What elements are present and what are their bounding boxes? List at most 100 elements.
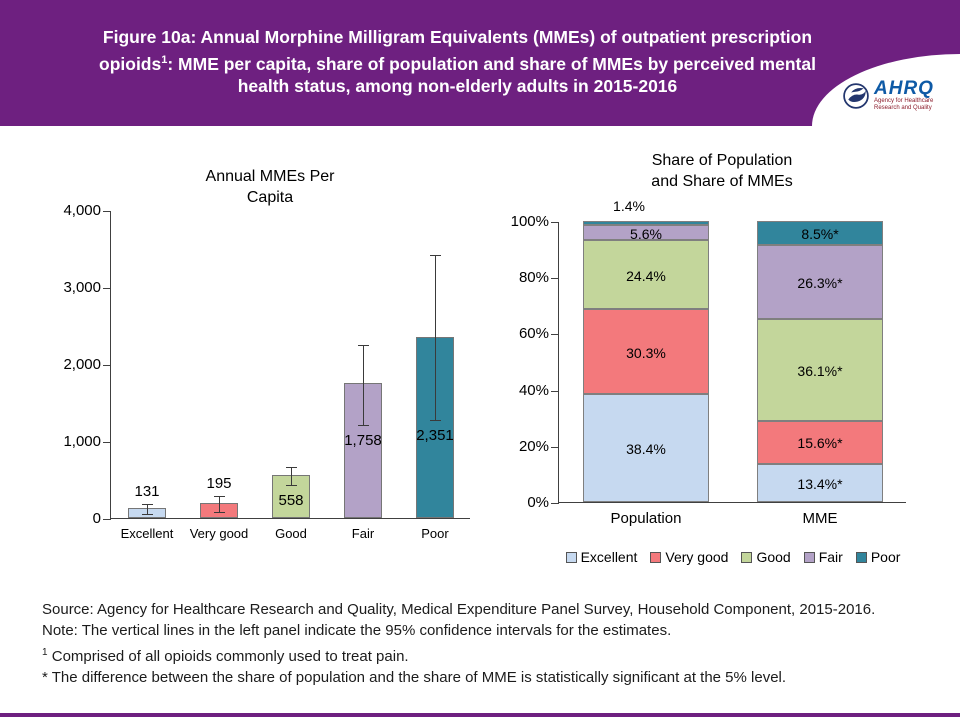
y-axis-tick [103, 365, 111, 366]
legend-swatch-very-good [650, 551, 662, 563]
y-axis-tick-label: 20% [518, 437, 549, 455]
legend-swatch-fair [803, 551, 815, 563]
x-axis-category-label: Excellent [120, 526, 174, 541]
legend-item-excellent: Excellent [565, 549, 638, 565]
error-bar-cap-top [430, 254, 441, 256]
legend-label-excellent: Excellent [580, 549, 638, 565]
segment-mme-fair [757, 245, 883, 320]
legend-item-good: Good [741, 549, 791, 565]
y-axis-tick-label: 1,000 [63, 433, 101, 450]
error-bar-cap-top [214, 495, 225, 497]
segment-mme-excellent [757, 464, 883, 502]
y-axis-tick [551, 222, 559, 223]
segment-value-label: 36.1%* [797, 362, 843, 379]
title-superscript: 1 [161, 53, 168, 66]
error-bar [363, 344, 364, 426]
y-axis-tick [551, 446, 559, 448]
y-axis-tick-label: 80% [518, 269, 549, 287]
chart-legend: Excellent Very good Good Fair Poor [528, 549, 938, 565]
segment-value-label: 15.6%* [797, 435, 843, 452]
figure-title-line-2: opioids1: MME per capita, share of popul… [25, 49, 890, 75]
left-chart-title: Annual MMEs Per Capita [205, 168, 335, 206]
ci-note: Note: The vertical lines in the left pan… [42, 622, 672, 640]
legend-label-poor: Poor [870, 549, 901, 565]
legend-swatch-excellent [565, 551, 577, 563]
x-axis-category-label: Population [610, 510, 682, 527]
error-bar-cap-bottom [142, 513, 153, 515]
segment-value-label: 30.3% [626, 344, 666, 361]
legend-label-fair: Fair [818, 549, 843, 565]
hhs-logo-icon [843, 83, 869, 109]
y-axis-tick-label: 100% [510, 213, 549, 230]
y-axis-tick-label: 40% [518, 381, 549, 399]
source-note: Source: Agency for Healthcare Research a… [42, 601, 876, 618]
error-bar [219, 495, 220, 513]
bar-value-label: 558 [278, 492, 304, 510]
error-bar-cap-top [358, 344, 369, 346]
legend-item-fair: Fair [803, 549, 843, 565]
y-axis-tick [551, 334, 559, 336]
error-bar-cap-bottom [214, 512, 225, 514]
ahrq-logo: AHRQ Agency for Healthcare Research and … [874, 78, 954, 112]
y-axis-tick [103, 288, 111, 289]
ahrq-logo-tagline: Agency for Healthcare Research and Quali… [874, 98, 934, 111]
ahrq-logo-text: AHRQ [874, 78, 934, 99]
error-bar [435, 254, 436, 421]
title-line2-post: : MME per capita, share of population an… [167, 53, 816, 74]
x-axis-category-label: MME [802, 510, 838, 527]
error-bar-cap-top [142, 504, 153, 506]
bar-value-label: 1,758 [344, 432, 382, 450]
x-axis-category-label: Good [275, 526, 307, 541]
footnote-significance: * The difference between the share of po… [42, 669, 787, 687]
error-bar-cap-bottom [358, 425, 369, 427]
segment-population-very-good [583, 308, 709, 395]
y-axis-tick [103, 442, 111, 443]
y-axis-tick-label: 2,000 [63, 356, 101, 373]
error-bar [291, 467, 292, 486]
x-axis-category-label: Very good [189, 526, 249, 541]
segment-population-good [583, 240, 709, 309]
segment-population-excellent [583, 394, 709, 502]
legend-item-very-good: Very good [650, 549, 728, 565]
footnote-1-superscript: 1 [42, 646, 48, 658]
legend-label-good: Good [756, 549, 791, 565]
segment-value-label: 26.3%* [797, 275, 843, 292]
y-axis-tick-label: 0 [92, 510, 101, 527]
segment-mme-poor [757, 221, 883, 246]
share-stacked-plot-area: 0% 20% 40% 60% 80% 100% 38.4% 30.3% 24.4% 5.6% Pop… [511, 198, 906, 527]
figure-title: Figure 10a: Annual Morphine Milligram Eq… [25, 26, 890, 97]
y-axis-tick-label: 3,000 [63, 279, 101, 296]
error-bar-cap-bottom [430, 420, 441, 422]
segment-mme-very-good [757, 420, 883, 465]
x-axis-category-label: Fair [351, 526, 375, 541]
error-bar-cap-bottom [286, 485, 297, 487]
legend-swatch-good [741, 551, 753, 563]
segment-population-fair [583, 224, 709, 241]
figure-title-line-3: health status, among non-elderly adults … [237, 75, 678, 96]
bar-value-label: 195 [206, 474, 232, 492]
title-line2-pre: opioids [99, 53, 162, 74]
figure-title-line-1: Figure 10a: Annual Morphine Milligram Eq… [102, 27, 813, 47]
bottom-accent-bar [0, 713, 960, 717]
y-axis-tick [551, 278, 559, 280]
segment-value-label: 24.4% [626, 267, 666, 284]
segment-value-label: 13.4%* [797, 476, 843, 493]
segment-value-label: 38.4% [626, 441, 666, 458]
header-banner: Figure 10a: Annual Morphine Milligram Eq… [0, 0, 960, 126]
footnote-1: 1 Comprised of all opioids commonly used… [42, 642, 947, 667]
segment-population-poor [583, 220, 709, 225]
y-axis-tick-label: 60% [518, 325, 549, 343]
footnotes: Source: Agency for Healthcare Research a… [42, 599, 947, 689]
y-axis-tick [551, 503, 559, 504]
segment-value-label: 8.5%* [801, 226, 839, 243]
bar-value-label: 131 [134, 483, 160, 501]
bar-value-label: 2,351 [416, 427, 454, 445]
right-chart-title: Share of Population and Share of MMEs [651, 152, 793, 190]
legend-item-poor: Poor [855, 549, 901, 565]
footnote-1-text: Comprised of all opioids commonly used t… [51, 647, 409, 665]
x-axis-category-label: Poor [421, 526, 449, 541]
error-bar [147, 504, 148, 514]
legend-swatch-poor [855, 551, 867, 563]
mme-per-capita-plot-area: 0 1,000 2,000 3,000 4,000 131 Excellent 195 Very… [63, 202, 470, 541]
